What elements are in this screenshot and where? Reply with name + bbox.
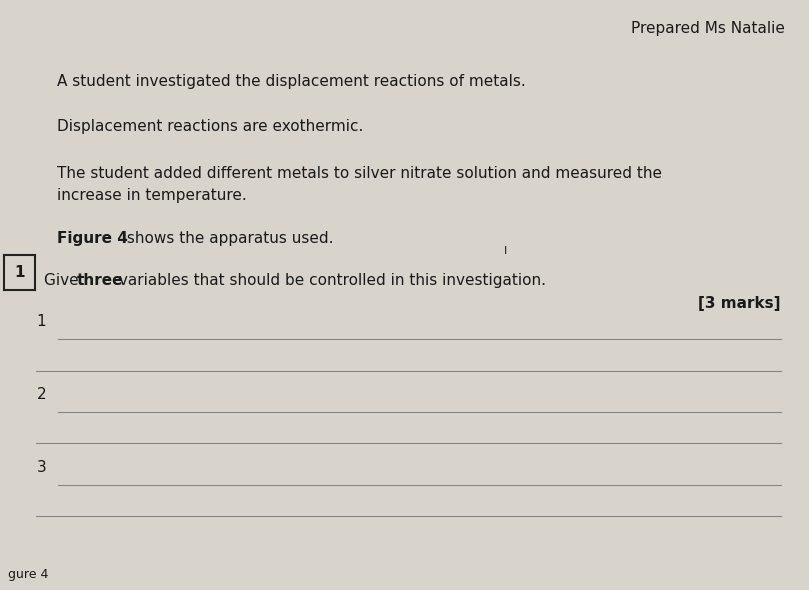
Text: shows the apparatus used.: shows the apparatus used.: [122, 231, 333, 246]
Text: variables that should be controlled in this investigation.: variables that should be controlled in t…: [114, 273, 546, 287]
Text: Prepared Ms Natalie: Prepared Ms Natalie: [631, 21, 785, 35]
Text: 3: 3: [36, 460, 46, 475]
Text: Give: Give: [44, 273, 84, 287]
Text: gure 4: gure 4: [8, 568, 49, 581]
Text: increase in temperature.: increase in temperature.: [57, 188, 247, 202]
Text: A student investigated the displacement reactions of metals.: A student investigated the displacement …: [57, 74, 525, 88]
Text: Displacement reactions are exothermic.: Displacement reactions are exothermic.: [57, 119, 363, 134]
Text: 1: 1: [15, 265, 24, 280]
Text: Figure 4: Figure 4: [57, 231, 128, 246]
Text: I: I: [504, 246, 507, 256]
Text: The student added different metals to silver nitrate solution and measured the: The student added different metals to si…: [57, 166, 662, 181]
Text: [3 marks]: [3 marks]: [698, 296, 781, 311]
Text: three: three: [77, 273, 123, 287]
Text: 1: 1: [36, 314, 46, 329]
Text: 2: 2: [36, 388, 46, 402]
